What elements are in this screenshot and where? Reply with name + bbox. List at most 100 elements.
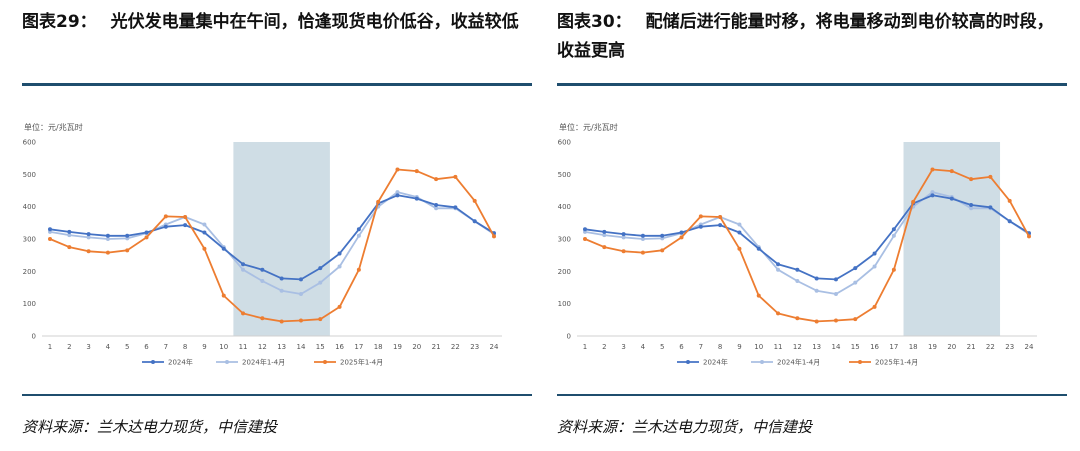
data-point <box>911 199 916 204</box>
x-tick-label: 1 <box>48 343 52 351</box>
source-note: 资料来源：兰木达电力现货，中信建投 <box>557 418 813 436</box>
data-point <box>1007 219 1012 224</box>
data-point <box>737 230 742 235</box>
data-point <box>930 193 935 198</box>
data-point <box>795 279 800 284</box>
data-point <box>105 237 110 241</box>
x-tick-label: 24 <box>1025 343 1034 351</box>
data-point <box>356 227 361 232</box>
x-tick-label: 13 <box>277 343 286 351</box>
data-point <box>86 249 91 254</box>
data-point <box>202 230 207 235</box>
data-point <box>718 215 723 220</box>
data-point <box>853 280 858 285</box>
figure-label: 图表29： <box>22 12 97 32</box>
data-point <box>298 291 303 296</box>
y-tick-label: 400 <box>23 203 36 211</box>
x-tick-label: 15 <box>316 343 325 351</box>
x-tick-label: 2 <box>602 343 606 351</box>
x-tick-label: 12 <box>793 343 802 351</box>
data-point <box>679 230 684 235</box>
data-point <box>395 190 400 195</box>
x-tick-label: 8 <box>718 343 722 351</box>
x-tick-label: 6 <box>679 343 684 351</box>
data-point <box>949 169 954 174</box>
series-line <box>49 194 495 281</box>
data-point <box>241 267 246 272</box>
data-point <box>833 291 838 296</box>
y-tick-label: 300 <box>23 236 36 244</box>
data-point <box>698 224 703 229</box>
data-point <box>679 235 684 240</box>
legend-label: 2025年1-4月 <box>340 358 383 367</box>
legend-marker <box>858 360 862 364</box>
x-tick-label: 2 <box>67 343 71 351</box>
data-point <box>298 318 303 323</box>
data-point <box>414 169 419 174</box>
y-tick-label: 200 <box>23 268 36 276</box>
source-note: 资料来源：兰木达电力现货，中信建投 <box>22 418 278 436</box>
x-tick-label: 21 <box>967 343 976 351</box>
x-tick-label: 15 <box>851 343 860 351</box>
y-tick-label: 0 <box>32 333 36 341</box>
series-line <box>584 168 1030 323</box>
data-point <box>988 205 993 210</box>
data-point <box>814 319 819 324</box>
x-tick-label: 23 <box>470 343 479 351</box>
data-point <box>163 224 168 229</box>
data-point <box>86 232 91 237</box>
data-point <box>472 219 477 224</box>
data-point <box>202 246 207 251</box>
data-point <box>602 229 607 234</box>
top-rule <box>557 83 1067 86</box>
data-point <box>414 196 419 201</box>
x-tick-label: 12 <box>258 343 267 351</box>
x-tick-label: 14 <box>296 343 305 351</box>
data-point <box>621 249 626 254</box>
data-point <box>356 233 361 238</box>
data-point <box>853 317 858 322</box>
data-point <box>472 198 477 203</box>
x-tick-label: 11 <box>774 343 783 351</box>
highlight-band <box>233 142 330 336</box>
data-point <box>183 223 188 228</box>
data-point <box>583 237 587 241</box>
figure-label: 图表30： <box>557 12 632 32</box>
data-point <box>105 233 110 238</box>
legend-label: 2024年1-4月 <box>777 358 820 367</box>
x-tick-label: 7 <box>164 343 168 351</box>
x-tick-label: 16 <box>335 343 344 351</box>
unit-label: 单位：元/兆瓦时 <box>559 122 618 132</box>
data-point <box>930 167 935 172</box>
data-point <box>872 304 877 309</box>
data-point <box>737 222 742 227</box>
data-point <box>434 177 439 182</box>
y-tick-label: 300 <box>558 236 571 244</box>
figure-title: 图表29： 光伏发电量集中在午间，恰逢现货电价低谷，收益较低 <box>22 8 532 37</box>
data-point <box>241 311 246 316</box>
y-tick-label: 500 <box>558 171 571 179</box>
x-tick-label: 17 <box>354 343 363 351</box>
data-point <box>67 229 72 234</box>
data-point <box>969 177 974 182</box>
legend-marker <box>225 360 229 364</box>
y-tick-label: 600 <box>23 139 36 147</box>
data-point <box>279 319 284 324</box>
data-point <box>872 264 877 269</box>
legend-marker <box>151 360 155 364</box>
data-point <box>125 233 130 238</box>
x-tick-label: 6 <box>144 343 149 351</box>
y-tick-label: 200 <box>558 268 571 276</box>
data-point <box>583 227 587 232</box>
series-line <box>584 194 1030 281</box>
x-tick-label: 7 <box>699 343 703 351</box>
data-point <box>67 245 72 250</box>
data-point <box>125 248 130 253</box>
data-point <box>872 251 877 256</box>
data-point <box>86 235 91 240</box>
data-point <box>202 222 207 227</box>
figure-title: 图表30： 配储后进行能量时移，将电量移动到电价较高的时段，收益更高 <box>557 8 1067 66</box>
data-point <box>144 235 149 240</box>
data-point <box>853 266 858 271</box>
